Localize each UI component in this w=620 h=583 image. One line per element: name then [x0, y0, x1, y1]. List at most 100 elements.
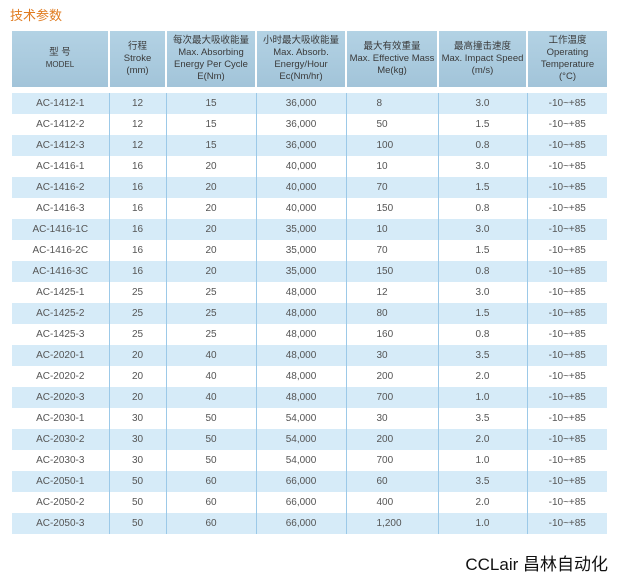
table-row: AC-2020-1 20 40 48,000 30 3.5 -10~+85: [12, 345, 607, 366]
table-cell: 1.5: [438, 177, 528, 198]
table-cell: 20: [109, 366, 167, 387]
table-cell: 25: [166, 282, 257, 303]
table-cell: 66,000: [256, 492, 347, 513]
table-cell: AC-2030-1: [12, 408, 110, 429]
spacer-row: [12, 87, 607, 93]
table-cell: 50: [166, 408, 257, 429]
table-cell: -10~+85: [527, 345, 607, 366]
table-row: AC-1425-3 25 25 48,000 160 0.8 -10~+85: [12, 324, 607, 345]
table-row: AC-1416-1 16 20 40,000 10 3.0 -10~+85: [12, 156, 607, 177]
table-cell: 150: [346, 198, 439, 219]
column-header-line: 工作温度: [548, 35, 587, 46]
table-cell: 2.0: [438, 429, 528, 450]
column-header-line: 最大有效重量: [363, 41, 421, 52]
table-cell: 48,000: [256, 366, 347, 387]
column-header-line: Max. Absorbing: [178, 47, 244, 58]
column-header-line: (mm): [126, 65, 149, 76]
table-cell: 20: [109, 345, 167, 366]
column-header-line: Me(kg): [377, 65, 407, 76]
column-header-line: 型 号: [49, 47, 71, 58]
table-cell: 70: [346, 177, 439, 198]
table-cell: 35,000: [256, 240, 347, 261]
table-cell: -10~+85: [548, 413, 586, 424]
table-cell: AC-2030-2: [12, 429, 110, 450]
column-header-line: Stroke: [123, 53, 152, 64]
table-cell: AC-2050-1: [12, 471, 110, 492]
table-row: AC-1412-2 12 15 36,000 50 1.5 -10~+85: [12, 114, 607, 135]
table-cell: AC-1412-2: [12, 114, 110, 135]
table-cell: 25: [166, 324, 257, 345]
table-cell: 40,000: [256, 177, 347, 198]
table-row: AC-2030-3 30 50 54,000 700 1.0 -10~+85: [12, 450, 607, 471]
table-cell: 36,000: [256, 114, 347, 135]
table-cell: 30: [109, 450, 167, 471]
table-cell: 12: [109, 93, 167, 114]
column-header: 型 号 MODEL: [12, 31, 110, 87]
section-title: 技术参数: [10, 8, 63, 23]
table-cell: 36,000: [256, 93, 347, 114]
table-cell: 25: [109, 282, 167, 303]
table-cell: 15: [166, 93, 257, 114]
table-row: AC-1416-2 16 20 40,000 70 1.5 -10~+85: [12, 177, 607, 198]
table-cell: 1.5: [438, 303, 528, 324]
brand-logo: CCLair 昌林自动化: [465, 555, 608, 574]
table-cell: AC-2030-3: [12, 450, 110, 471]
table-cell: -10~+85: [527, 177, 607, 198]
table-cell: AC-2020-1: [12, 345, 110, 366]
table-cell: 16: [109, 177, 167, 198]
table-row: AC-1416-1C 16 20 35,000 10 3.0 -10~+85: [12, 219, 607, 240]
table-row: AC-1425-2 25 25 48,000 80 1.5 -10~+85: [12, 303, 607, 324]
table-cell: 0.8: [438, 198, 528, 219]
table-cell: AC-1425-2: [12, 303, 110, 324]
table-cell: AC-1416-1: [12, 156, 110, 177]
table-cell: 30: [346, 345, 439, 366]
table-cell: 0.8: [438, 135, 528, 156]
table-cell: 700: [346, 387, 439, 408]
table-row: AC-1412-1 12 15 36,000 8 3.0 -10~+85: [12, 93, 607, 114]
column-header-line: E(Nm): [197, 71, 225, 82]
table-cell: 36,000: [256, 135, 347, 156]
column-header-line: Operating: [546, 47, 589, 58]
table-cell: 50: [346, 114, 439, 135]
table-cell: AC-1416-2C: [12, 240, 110, 261]
column-header-line: Energy/Hour: [274, 59, 328, 70]
table-cell: 20: [166, 219, 257, 240]
column-header-line: 行程: [127, 41, 147, 52]
table-cell: 30: [346, 408, 439, 429]
table-cell: -10~+85: [548, 497, 586, 508]
table-cell: 16: [109, 198, 167, 219]
table-cell: 50: [109, 492, 167, 513]
table-cell: AC-2050-2: [12, 492, 110, 513]
table-cell: 2.0: [438, 366, 528, 387]
table-cell: 16: [109, 261, 167, 282]
table-cell: AC-1425-1: [12, 282, 110, 303]
table-cell: AC-2050-3: [12, 513, 110, 534]
table-body: AC-1412-1 12 15 36,000 8 3.0 -10~+85 AC-1412-2 1…: [12, 87, 607, 534]
table-cell: -10~+85: [548, 161, 586, 172]
table-cell: -10~+85: [548, 329, 586, 340]
table-cell: 25: [109, 324, 167, 345]
table-cell: 48,000: [256, 387, 347, 408]
table-cell: AC-1412-1: [12, 93, 110, 114]
table-cell: 30: [109, 429, 167, 450]
table-row: AC-2050-2 50 60 66,000 400 2.0 -10~+85: [12, 492, 607, 513]
table-cell: 15: [166, 114, 257, 135]
column-header: 行程 Stroke (mm): [109, 31, 167, 87]
table-cell: 40: [166, 345, 257, 366]
table-cell: 3.5: [438, 345, 528, 366]
table-cell: 50: [166, 450, 257, 471]
table-cell: 20: [166, 156, 257, 177]
table-cell: 54,000: [256, 429, 347, 450]
table-cell: 48,000: [256, 282, 347, 303]
table-cell: 54,000: [256, 408, 347, 429]
column-header: 每次最大吸收能量 Max. Absorbing Energy Per Cycle E(…: [166, 31, 257, 87]
table-cell: 20: [166, 240, 257, 261]
table-cell: 3.0: [438, 156, 528, 177]
table-cell: 200: [346, 429, 439, 450]
table-cell: 3.0: [438, 282, 528, 303]
table-cell: -10~+85: [527, 429, 607, 450]
table-cell: 160: [346, 324, 439, 345]
table-cell: -10~+85: [527, 513, 607, 534]
table-cell: 25: [109, 303, 167, 324]
table-cell: 15: [166, 135, 257, 156]
